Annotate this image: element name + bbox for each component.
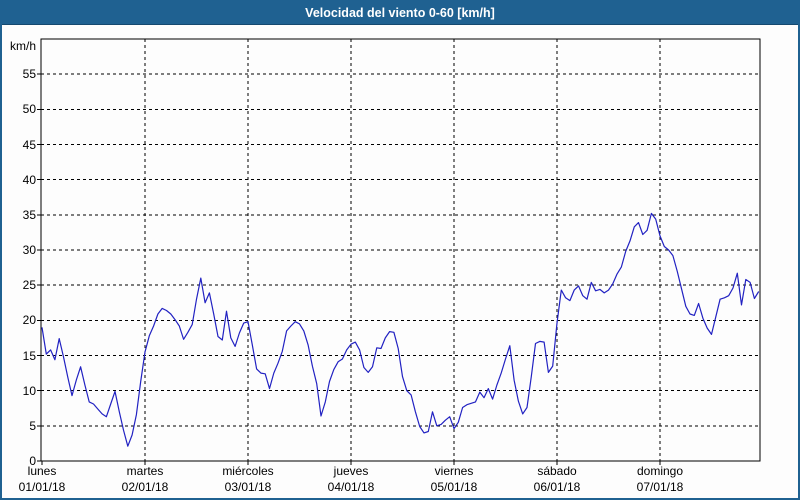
y-tick-label: 15 <box>22 349 36 363</box>
y-tick-label: 25 <box>22 278 36 292</box>
y-tick-label: 5 <box>29 419 36 433</box>
y-tick-label: 10 <box>22 384 36 398</box>
y-tick-label: 30 <box>22 243 36 257</box>
y-tick-label: 40 <box>22 173 36 187</box>
x-day-date-label: 02/01/18 <box>121 480 169 494</box>
chart-title: Velocidad del viento 0-60 [km/h] <box>305 6 495 20</box>
x-day-name-label: lunes <box>27 464 57 478</box>
wind-speed-series-line <box>41 212 760 447</box>
x-day-name-label: sábado <box>537 464 577 478</box>
y-tick-label: 45 <box>22 138 36 152</box>
x-day-date-label: 05/01/18 <box>430 480 478 494</box>
x-day-name-label: miércoles <box>222 464 274 478</box>
y-tick-label: 20 <box>22 313 36 327</box>
x-day-name-label: domingo <box>636 464 684 478</box>
x-day-date-label: 01/01/18 <box>18 480 66 494</box>
x-day-date-label: 03/01/18 <box>224 480 272 494</box>
x-day-name-label: martes <box>126 464 164 478</box>
x-day-date-label: 06/01/18 <box>533 480 581 494</box>
x-day-date-label: 07/01/18 <box>636 480 684 494</box>
x-day-name-label: viernes <box>434 464 474 478</box>
y-tick-label: 55 <box>22 67 36 81</box>
y-tick-label: 35 <box>22 208 36 222</box>
y-axis-unit-label: km/h <box>9 39 36 53</box>
y-tick-label: 0 <box>29 454 36 468</box>
x-day-name-label: jueves <box>333 464 369 478</box>
y-tick-label: 50 <box>22 102 36 116</box>
x-day-date-label: 04/01/18 <box>327 480 375 494</box>
chart-title-bar: Velocidad del viento 0-60 [km/h] <box>2 2 798 25</box>
